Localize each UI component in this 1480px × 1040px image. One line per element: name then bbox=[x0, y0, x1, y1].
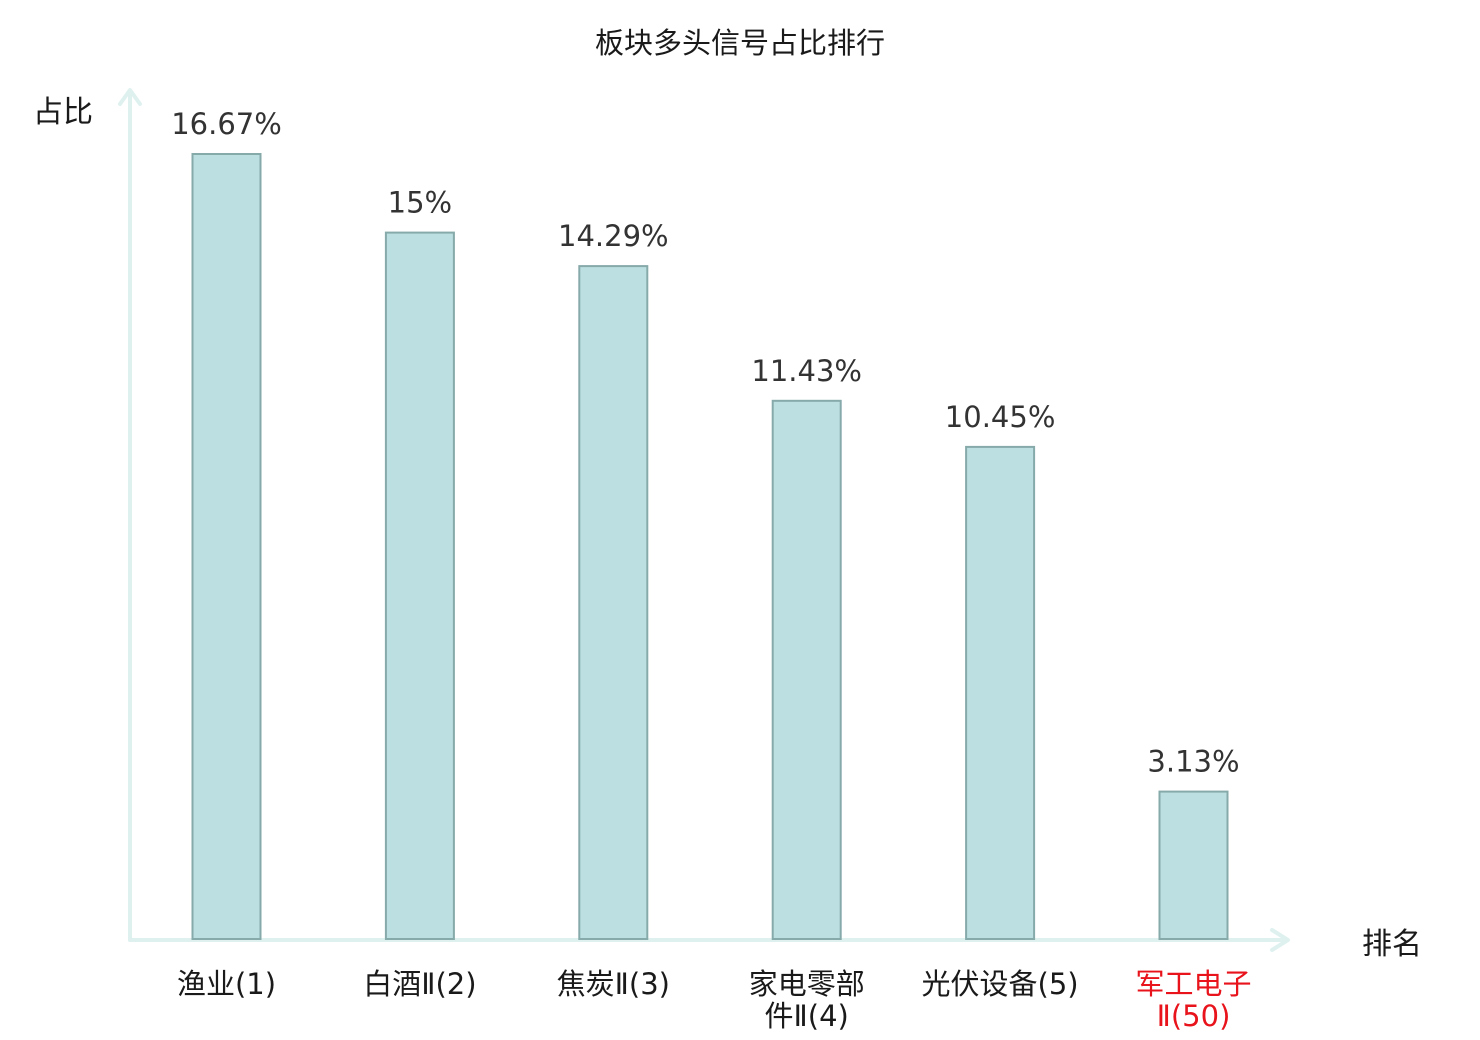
category-label-3: 焦炭Ⅱ(3) bbox=[557, 967, 670, 1001]
chart-title: 板块多头信号占比排行 bbox=[595, 26, 885, 60]
x-axis-label: 排名 bbox=[1362, 927, 1422, 962]
bar-4 bbox=[771, 399, 842, 940]
value-label-5: 10.45% bbox=[945, 400, 1056, 434]
category-label-1: 渔业(1) bbox=[177, 967, 276, 1001]
bar-5 bbox=[965, 445, 1036, 940]
bar-2 bbox=[384, 231, 455, 941]
category-label-2: 白酒Ⅱ(2) bbox=[363, 967, 476, 1001]
value-label-3: 14.29% bbox=[558, 219, 669, 253]
bar-1 bbox=[191, 153, 262, 940]
y-axis-arrow-icon bbox=[118, 88, 142, 106]
axes bbox=[118, 88, 1290, 952]
bar-6 bbox=[1158, 790, 1229, 940]
value-label-1: 16.67% bbox=[171, 107, 282, 141]
value-labels-group: 16.67% 15% 14.29% 11.43% 10.45% 3.13% bbox=[171, 107, 1239, 779]
bars-group bbox=[191, 153, 1229, 941]
category-label-6-line-2: Ⅱ(50) bbox=[1157, 999, 1231, 1033]
category-label-4-line-2: 件Ⅱ(4) bbox=[765, 999, 849, 1033]
value-label-2: 15% bbox=[388, 186, 452, 220]
value-label-4: 11.43% bbox=[751, 354, 862, 388]
value-label-6: 3.13% bbox=[1147, 745, 1239, 779]
category-label-5: 光伏设备(5) bbox=[922, 967, 1079, 1001]
category-label-4-line-1: 家电零部 bbox=[749, 967, 865, 1001]
x-axis-arrow-icon bbox=[1270, 928, 1290, 952]
bar-3 bbox=[578, 265, 649, 941]
category-label-6-line-1: 军工电子 bbox=[1135, 967, 1251, 1001]
y-axis-label: 占比 bbox=[33, 95, 93, 130]
